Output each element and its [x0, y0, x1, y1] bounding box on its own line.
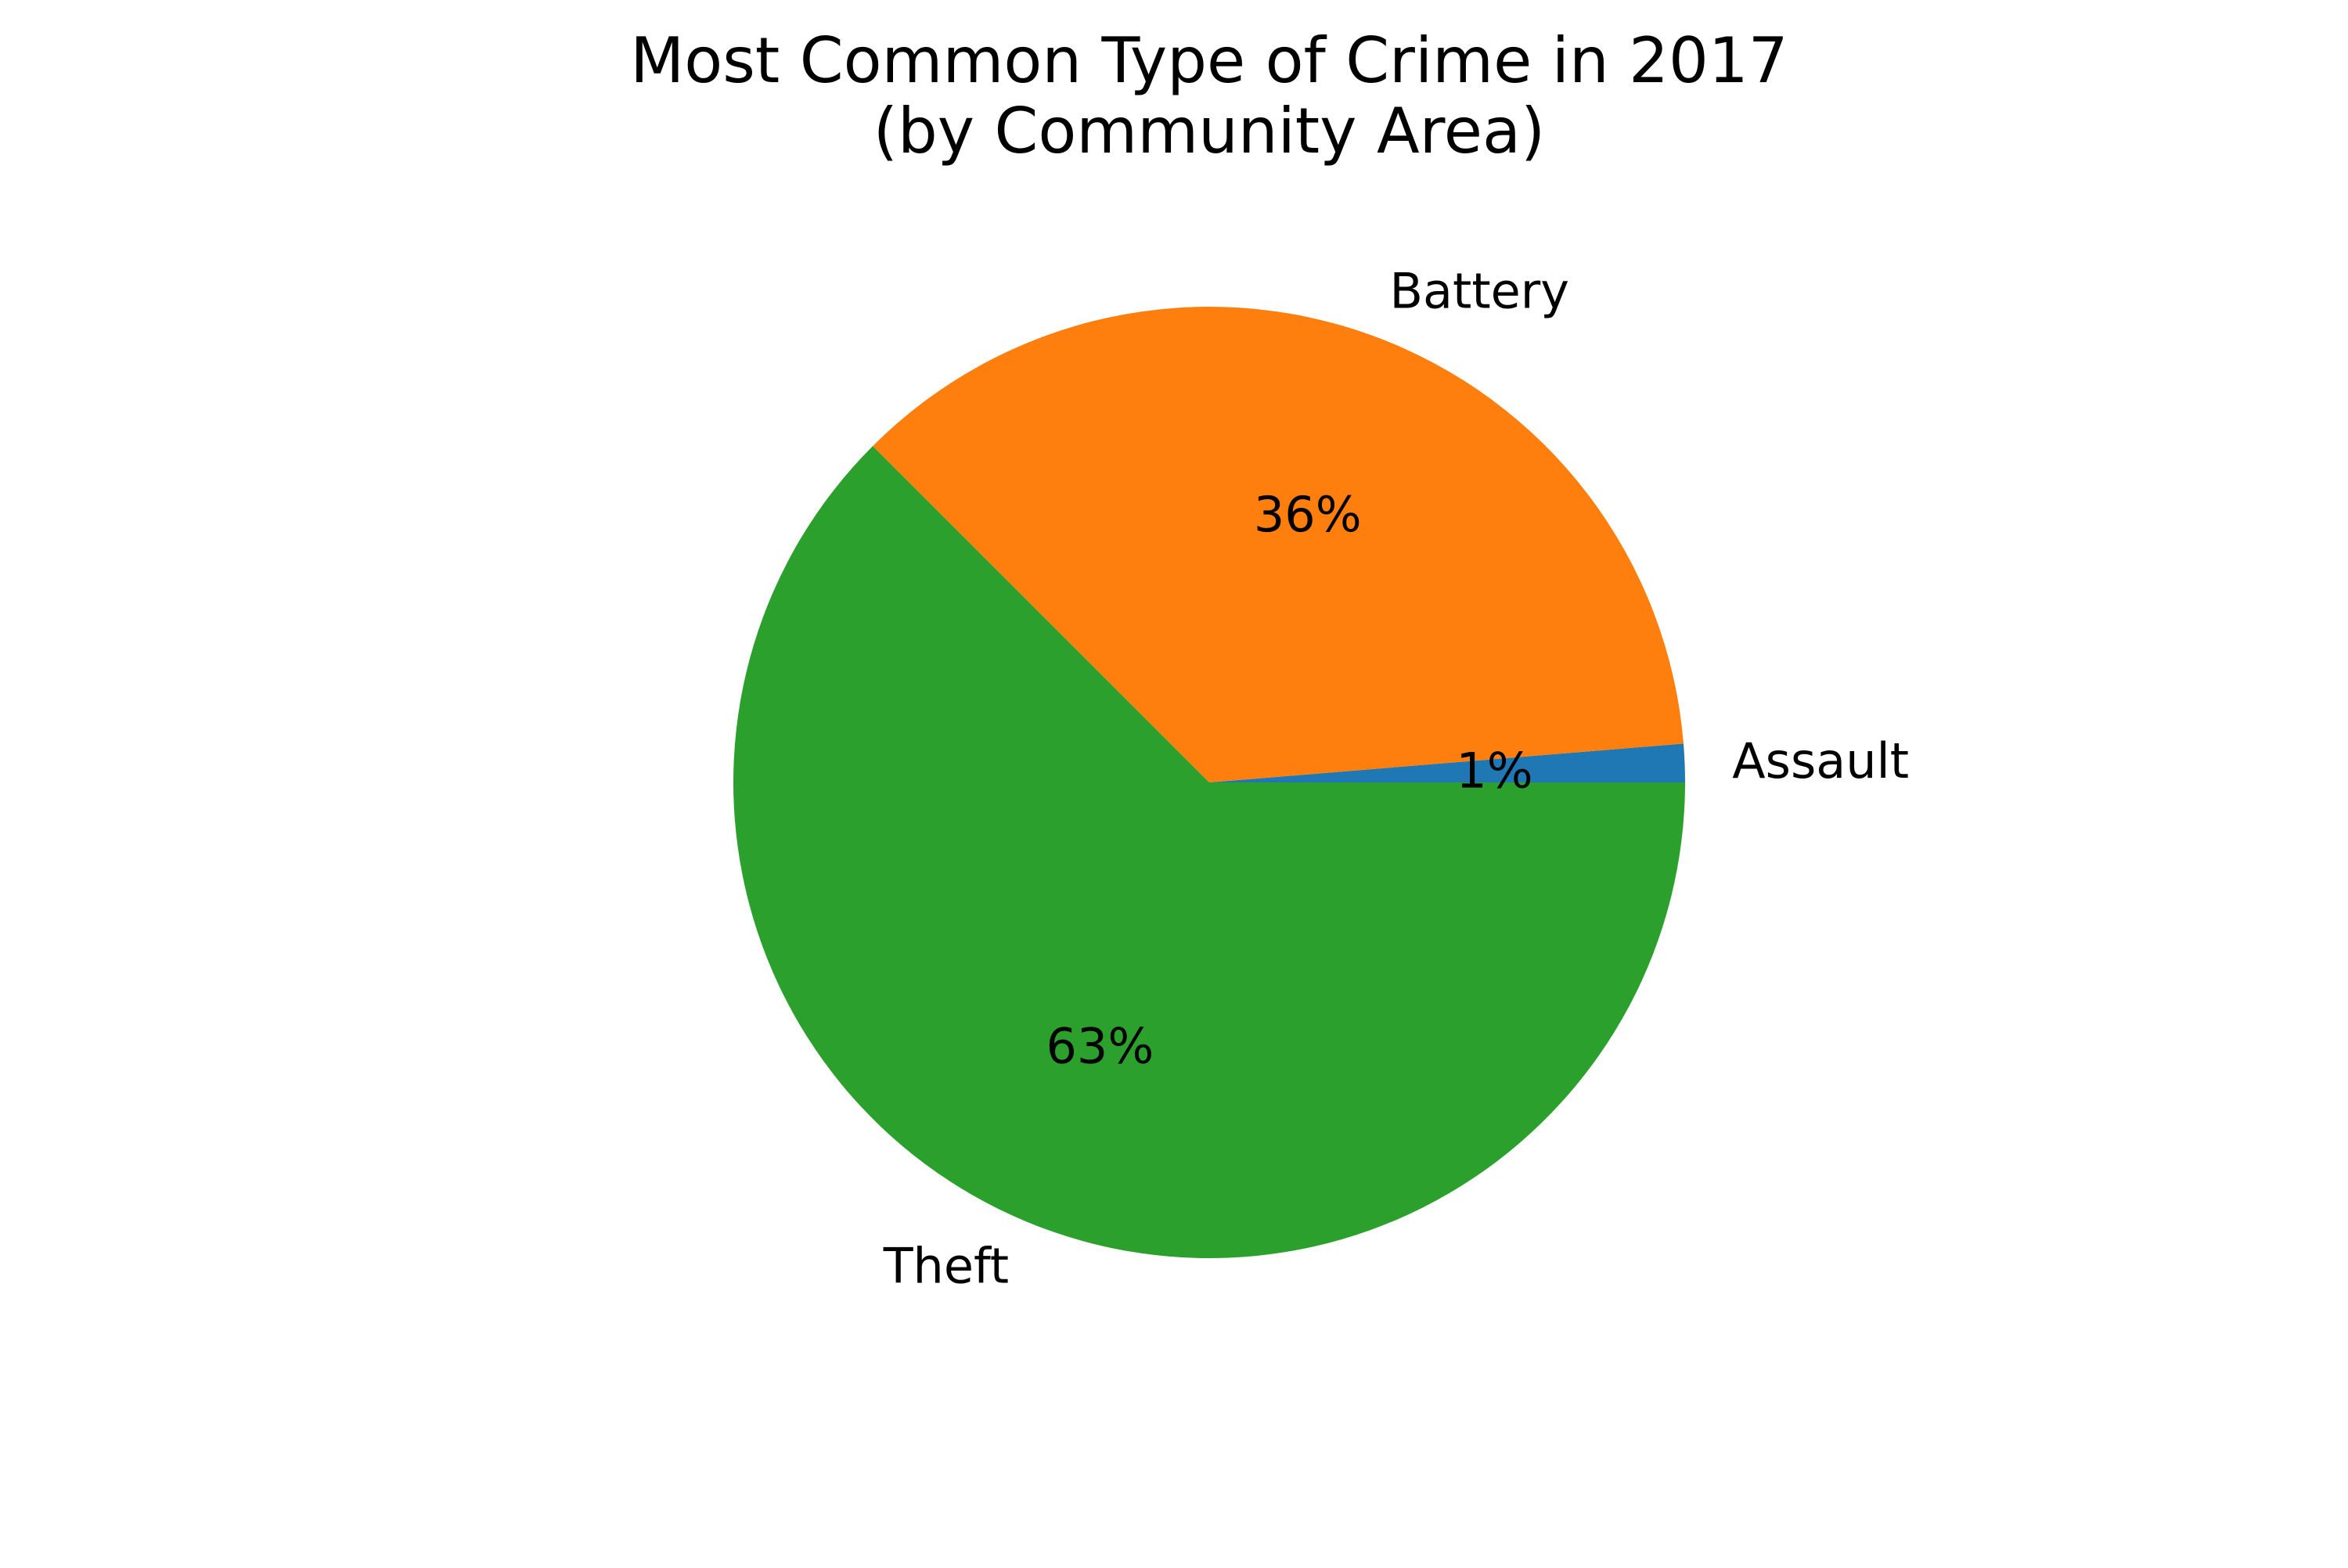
- pie-slice-battery: [873, 307, 1684, 783]
- chart-subtitle: (by Community Area): [873, 95, 1546, 167]
- chart-title: Most Common Type of Crime in 2017: [630, 24, 1788, 97]
- pie-labels: Assault 1% Battery 36% Theft 63%: [883, 263, 1909, 1295]
- pie-slices: [733, 307, 1685, 1258]
- slice-percent-assault: 1%: [1456, 743, 1532, 800]
- slice-label-battery: Battery: [1389, 263, 1568, 320]
- slice-percent-battery: 36%: [1254, 486, 1362, 543]
- pie-slice-assault: [1209, 743, 1685, 782]
- slice-percent-theft: 63%: [1046, 1018, 1154, 1075]
- slice-label-theft: Theft: [883, 1237, 1009, 1294]
- slice-label-assault: Assault: [1732, 732, 1909, 789]
- pie-slice-theft: [733, 446, 1685, 1258]
